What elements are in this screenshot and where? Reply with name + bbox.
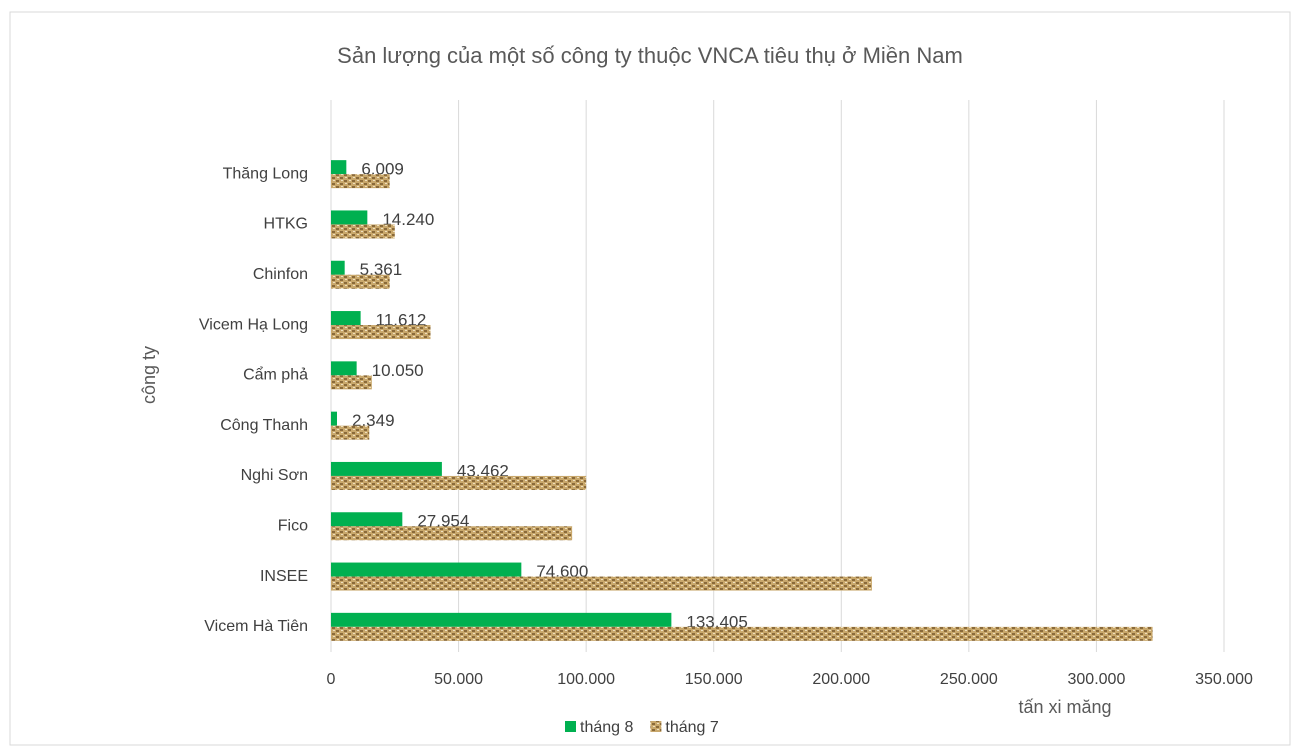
y-tick-label: Cẩm phả [243, 366, 308, 384]
legend-label: tháng 7 [665, 719, 718, 736]
x-tick-label: 150.000 [685, 671, 743, 688]
y-axis-title: công ty [139, 346, 159, 404]
x-tick-label: 200.000 [812, 671, 870, 688]
bar [331, 576, 872, 591]
x-tick-label: 100.000 [557, 671, 615, 688]
bar [331, 612, 672, 627]
y-tick-label: INSEE [260, 568, 308, 585]
bar [331, 461, 442, 476]
bar [331, 260, 345, 275]
chart-title: Sản lượng của một số công ty thuộc VNCA … [337, 43, 963, 68]
x-axis-title: tấn xi măng [1018, 697, 1111, 717]
x-tick-label: 300.000 [1068, 671, 1126, 688]
legend-label: tháng 8 [580, 719, 633, 736]
y-tick-label: Chinfon [253, 266, 308, 283]
bar [331, 512, 403, 527]
bar [331, 174, 390, 189]
data-label: 14.240 [382, 210, 434, 229]
y-tick-label: Fico [278, 517, 308, 534]
bar [331, 375, 372, 390]
y-tick-label: Công Thanh [220, 417, 308, 434]
data-label: 43.462 [457, 461, 509, 480]
bar [331, 274, 390, 289]
bar [331, 626, 1153, 641]
x-tick-label: 0 [327, 671, 336, 688]
y-tick-label: Vicem Hạ Long [199, 316, 308, 333]
bar [331, 160, 347, 175]
y-tick-label: Vicem Hà Tiên [204, 618, 308, 635]
data-label: 11.612 [376, 311, 427, 330]
x-tick-label: 250.000 [940, 671, 998, 688]
data-label: 2.349 [352, 411, 395, 430]
x-tick-label: 350.000 [1195, 671, 1253, 688]
bar [331, 562, 522, 577]
legend-swatch [565, 721, 576, 732]
bar [331, 224, 395, 239]
bar [331, 325, 431, 340]
y-tick-label: Nghi Sơn [241, 467, 308, 484]
data-label: 133.405 [686, 612, 747, 631]
y-tick-label: HTKG [264, 216, 308, 233]
y-tick-label: Thăng Long [223, 165, 308, 182]
data-label: 6.009 [361, 160, 404, 179]
bar [331, 210, 368, 225]
data-label: 74.600 [536, 562, 588, 581]
bar [331, 475, 587, 490]
data-label: 10.050 [372, 361, 424, 380]
bar [331, 526, 573, 541]
bar [331, 361, 357, 376]
x-tick-label: 50.000 [434, 671, 483, 688]
legend-swatch [650, 721, 662, 732]
bar [331, 425, 370, 440]
bar [331, 411, 337, 426]
bar [331, 311, 361, 326]
data-label: 27.954 [417, 512, 469, 531]
data-label: 5.361 [360, 260, 403, 279]
